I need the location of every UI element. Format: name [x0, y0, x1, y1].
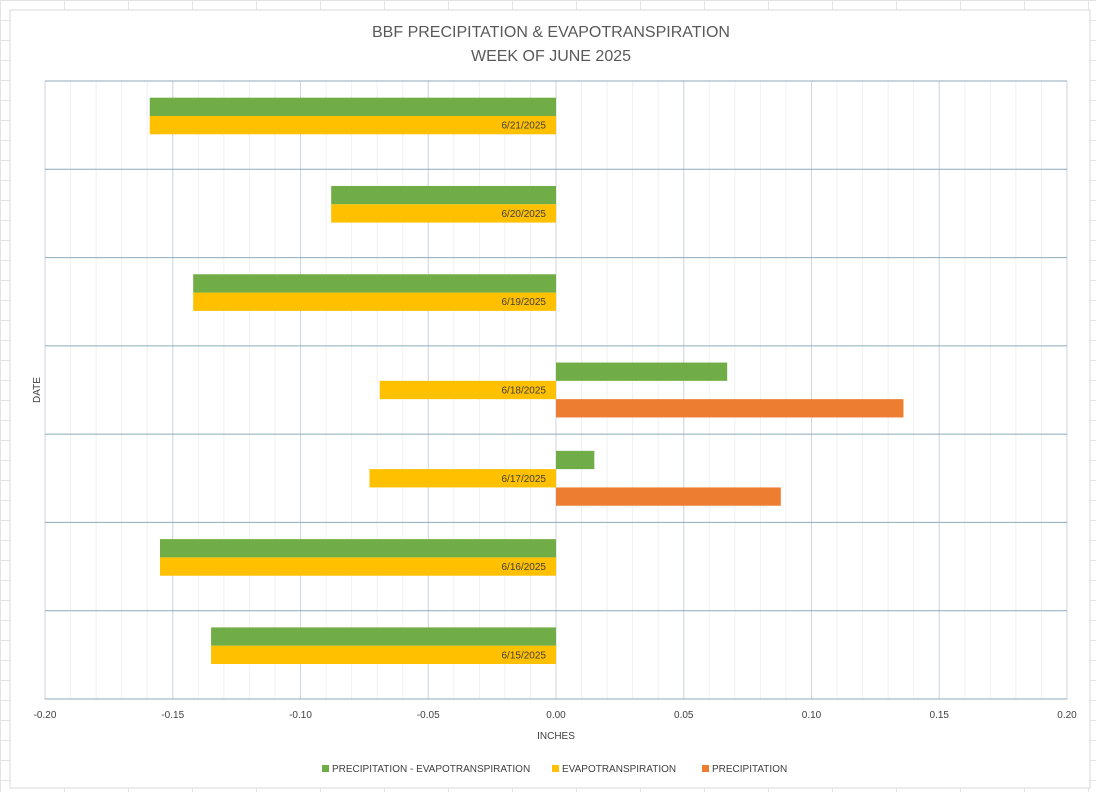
legend-swatch	[702, 765, 709, 772]
legend-entry: EVAPOTRANSPIRATION	[562, 764, 676, 775]
bar-prec-minus-et	[556, 362, 728, 381]
bar-series	[149, 97, 904, 665]
x-tick-label: 0.10	[802, 710, 822, 721]
bar-evapotranspiration	[149, 115, 556, 135]
legend-swatch	[322, 765, 329, 772]
chart-subtitle: WEEK OF JUNE 2025	[471, 48, 631, 65]
x-axis-title: INCHES	[537, 731, 575, 742]
bar-prec-minus-et	[149, 97, 556, 116]
x-tick-label: -0.10	[289, 710, 312, 721]
legend-entry: PRECIPITATION	[712, 764, 787, 775]
chart-legend[interactable]: PRECIPITATION - EVAPOTRANSPIRATION EVAPOT…	[322, 764, 787, 775]
bar-evapotranspiration	[159, 557, 556, 576]
bar-evapotranspiration	[193, 292, 556, 311]
category-labels: 6/21/2025 6/20/2025 6/19/2025 6/18/2025 6/17…	[502, 121, 547, 662]
x-tick-label: 0.00	[546, 710, 566, 721]
x-tick-label: -0.15	[161, 710, 184, 721]
bar-evapotranspiration	[331, 204, 556, 223]
x-axis-tick-labels: -0.20 -0.15 -0.10 -0.05 0.00 0.05 0.10 0.15 0.20	[34, 710, 1078, 721]
bar-precipitation	[556, 487, 781, 506]
bar-evapotranspiration	[211, 645, 556, 665]
category-label: 6/20/2025	[502, 209, 547, 220]
category-label: 6/21/2025	[502, 121, 547, 132]
bar-precipitation	[556, 399, 904, 418]
category-label: 6/17/2025	[502, 474, 547, 485]
x-tick-label: 0.05	[674, 710, 694, 721]
x-tick-label: 0.20	[1057, 710, 1077, 721]
major-gridlines	[44, 81, 1068, 699]
bar-evapotranspiration	[379, 380, 556, 400]
y-axis-title: DATE	[32, 377, 43, 403]
bar-prec-minus-et	[331, 185, 556, 205]
category-label: 6/18/2025	[502, 386, 547, 397]
x-tick-label: -0.05	[417, 710, 440, 721]
legend-entry: PRECIPITATION - EVAPOTRANSPIRATION	[332, 764, 530, 775]
category-label: 6/16/2025	[502, 562, 547, 573]
bar-prec-minus-et	[211, 627, 556, 646]
category-label: 6/19/2025	[502, 297, 547, 308]
legend-swatch	[552, 765, 559, 772]
x-tick-label: -0.20	[34, 710, 57, 721]
bar-prec-minus-et	[556, 450, 595, 470]
chart-title: BBF PRECIPITATION & EVAPOTRANSPIRATION	[372, 24, 730, 41]
bar-prec-minus-et	[159, 539, 556, 558]
x-tick-label: 0.15	[930, 710, 950, 721]
category-gridlines	[45, 80, 1067, 700]
bar-prec-minus-et	[193, 274, 556, 293]
bar-evapotranspiration	[369, 469, 556, 488]
category-label: 6/15/2025	[502, 650, 547, 661]
